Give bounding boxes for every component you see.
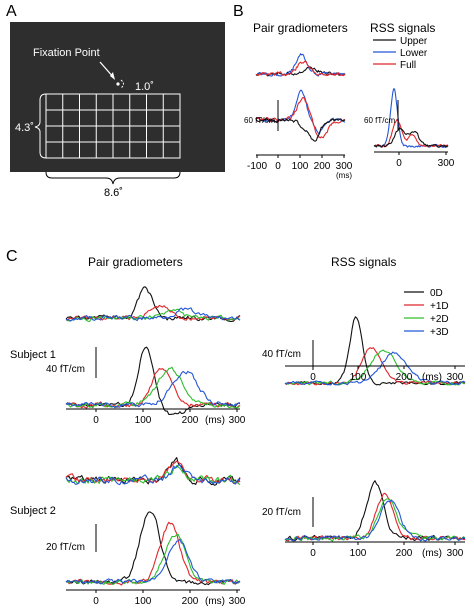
s1-right-3d-trace [284,351,466,386]
b-top-full-trace [255,60,346,77]
b-rss-upper-trace [373,127,448,148]
s2-left-axis-unit: (ms) [205,596,225,607]
s1-right-axis-tick-label: 100 [350,372,367,383]
c-traces [65,286,466,586]
legend-label-2d: +2D [430,314,449,325]
s1-left-bottom-2d-trace [65,366,241,409]
b-axes: -100 0 100 200 300 0 300(ms) [247,151,455,180]
fixation-dot [116,82,120,86]
s2-left-axis-tick-label: 100 [135,596,152,607]
panel-label-a: A [6,3,17,20]
c-s1-left-scale-label: 40 fT/cm [46,364,85,375]
stimulus-background [10,22,225,172]
panel-label-c: C [6,248,18,265]
s1-left-axis-tick-label: 100 [135,415,152,426]
fixation-label: Fixation Point [33,47,100,59]
s2-left-axis-tick-label: 300 [229,596,246,607]
s1-right-axis-tick-label: 300 [447,372,464,383]
checkerboard-grid [45,93,181,159]
s1-right-axis-tick-label: 0 [310,372,316,383]
c-s2-left-scale-label: 20 fT/cm [46,542,85,553]
b-left-axis-tick-label: 0 [275,161,281,172]
s2-right-axis-tick-label: 300 [447,548,464,559]
subject-2-label: Subject 2 [10,505,56,517]
legend-label-0d: 0D [430,288,443,299]
s2-right-axis-tick-label: 100 [350,548,367,559]
legend-label-full: Full [400,60,416,71]
c-s2-right-scale-label: 20 fT/cm [262,507,301,518]
height-brace [34,93,47,159]
b-left-axis-tick-label: 100 [292,161,309,172]
s2-left-bottom-1d-trace [65,521,241,586]
b-right-header: RSS signals [370,21,435,35]
panel-label-b: B [233,3,244,20]
s2-right-3d-trace [284,499,466,542]
s2-left-bottom-3d-trace [65,538,241,585]
s1-right-axis-unit: (ms) [422,372,442,383]
s1-left-axis-tick-label: 300 [229,415,246,426]
b-left-axis-tick-label: 300 [336,161,353,172]
b-left-axis-tick-label: -100 [247,161,267,172]
c-s1-right-scale-label: 40 fT/cm [262,349,301,360]
s1-left-top-3d-trace [65,307,241,322]
width-brace [45,171,181,185]
s2-right-1d-trace [284,492,466,542]
b-bottom-upper-trace [255,117,346,142]
height-label: 4.3˚ [15,122,34,134]
s2-right-0d-trace [284,480,466,542]
legend-label-upper: Upper [400,36,428,47]
b-legend: Upper Lower Full [373,36,428,71]
fixation-arrowhead [110,72,115,80]
offset-brace [120,79,124,89]
b-bottom-full-trace [255,96,346,139]
s2-left-bottom-2d-trace [65,534,241,585]
b-left-scale-label: 60 fT/cm [244,116,275,125]
legend-label-lower: Lower [400,48,428,59]
c-left-header: Pair gradiometers [88,255,183,269]
legend-label-3d: +3D [430,327,449,338]
b-left-axis-tick-label: 200 [314,161,331,172]
s2-right-axis-unit: (ms) [422,548,442,559]
s2-right-axis-tick-label: 200 [396,548,413,559]
c-axes: 0 100 200 300 (ms) 0 100 200 300 (ms) 0 100 200 300 (m… [66,365,465,607]
c-right-header: RSS signals [331,255,396,269]
s1-left-bottom-1d-trace [65,368,241,409]
s1-left-axis-unit: (ms) [205,415,225,426]
s2-left-axis-tick-label: 200 [182,596,199,607]
c-legend: 0D +1D +2D +3D [404,288,449,338]
b-left-header: Pair gradiometers [253,21,348,35]
s2-left-top-2d-trace [65,465,241,486]
s1-left-axis-tick-label: 200 [182,415,199,426]
s1-right-axis-tick-label: 200 [396,372,413,383]
s2-right-axis-tick-label: 0 [310,548,316,559]
s1-left-bottom-3d-trace [65,370,241,409]
b-right-axis-tick-label: 300 [438,158,455,169]
offset-label: 1.0˚ [135,81,154,93]
s2-left-bottom-0d-trace [65,511,241,586]
subject-1-label: Subject 1 [10,349,56,361]
s1-left-axis-tick-label: 0 [93,415,99,426]
s2-right-2d-trace [284,498,466,542]
width-label: 8.6˚ [104,187,123,199]
s2-left-axis-tick-label: 0 [93,596,99,607]
b-right-scale-label: 60 fT/cm [364,116,395,125]
b-right-axis-tick-label: 0 [396,158,402,169]
legend-label-1d: +1D [430,301,449,312]
s1-left-top-1d-trace [65,304,241,322]
b-unit: (ms) [336,171,352,180]
b-traces [255,53,449,148]
s2-left-top-3d-trace [65,464,241,486]
